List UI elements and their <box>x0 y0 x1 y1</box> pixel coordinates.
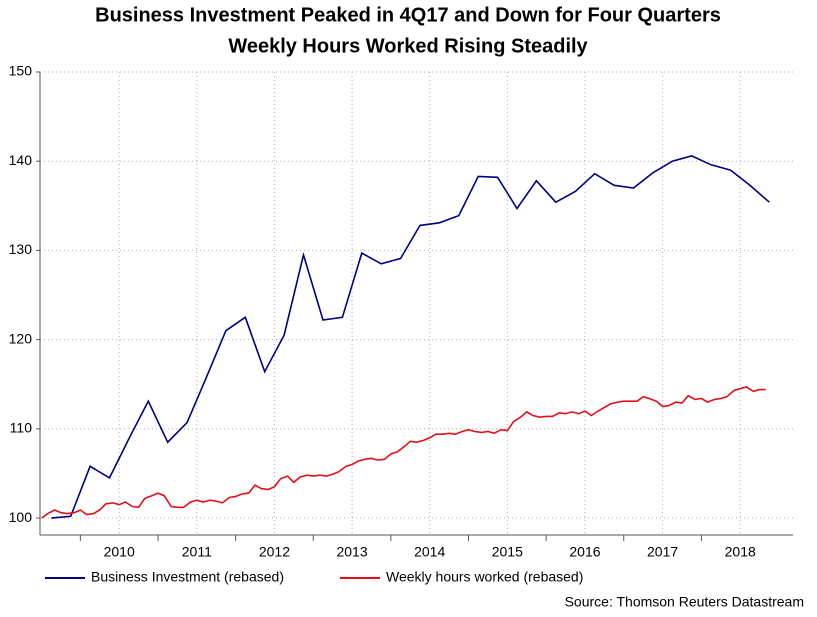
x-tick-label: 2016 <box>569 544 600 560</box>
series-line <box>41 386 766 519</box>
x-tick-label: 2015 <box>492 544 523 560</box>
x-tick-label: 2010 <box>104 544 135 560</box>
y-tick-label: 150 <box>9 63 33 79</box>
source-note: Source: Thomson Reuters Datastream <box>565 594 804 610</box>
x-tick-label: 2018 <box>725 544 756 560</box>
x-tick-label: 2013 <box>336 544 367 560</box>
x-tick-label: 2014 <box>414 544 445 560</box>
y-tick-label: 100 <box>9 509 33 525</box>
x-tick-label: 2017 <box>647 544 678 560</box>
chart-subtitle: Weekly Hours Worked Rising Steadily <box>228 35 588 57</box>
y-tick-label: 130 <box>9 241 33 257</box>
series-line <box>51 155 770 519</box>
x-tick-label: 2011 <box>182 544 212 560</box>
y-tick-label: 120 <box>9 330 33 346</box>
y-tick-label: 110 <box>10 420 33 436</box>
x-tick-label: 2012 <box>259 544 290 560</box>
legend-label: Business Investment (rebased) <box>91 569 284 585</box>
legend-label: Weekly hours worked (rebased) <box>386 569 583 585</box>
chart-title: Business Investment Peaked in 4Q17 and D… <box>95 4 721 26</box>
y-tick-label: 140 <box>9 152 33 168</box>
